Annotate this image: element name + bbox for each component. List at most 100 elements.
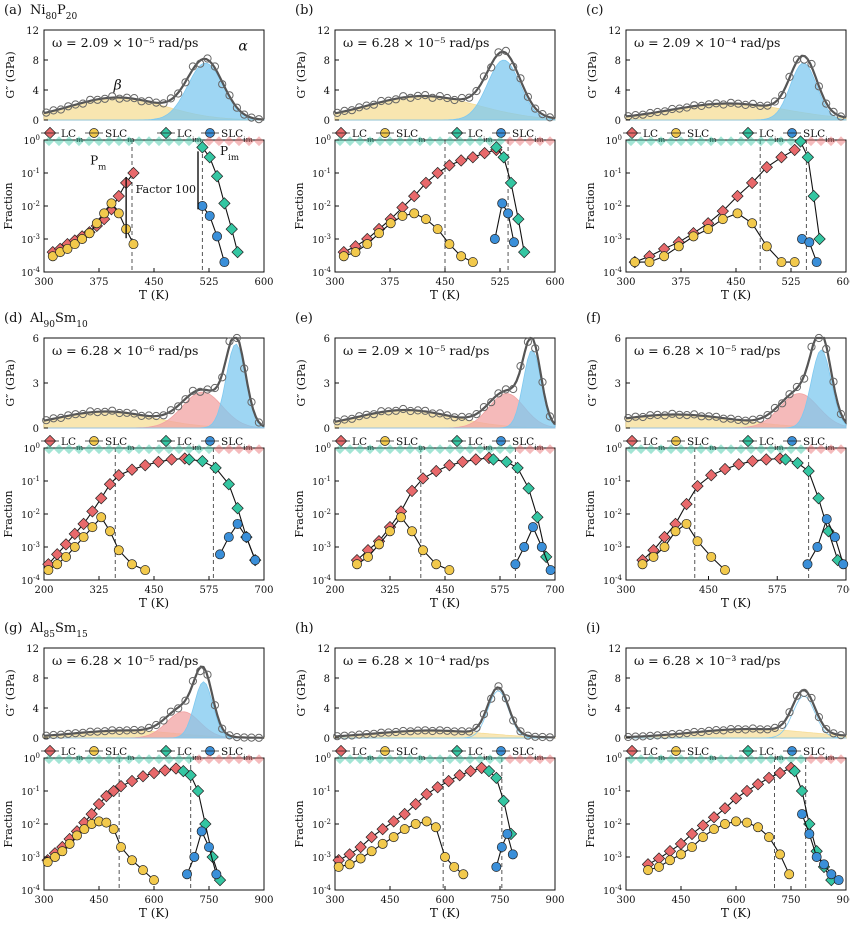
annotation-pm: Pm — [90, 154, 106, 173]
marker-LC_m — [125, 463, 139, 476]
marker-SLC_im — [250, 555, 261, 566]
marker-LC_im — [183, 453, 196, 466]
gpp-data-point — [778, 90, 787, 100]
marker-LC_m — [740, 784, 754, 798]
marker-LC_m — [663, 845, 677, 858]
gpp-data-point — [487, 398, 496, 407]
xtick-label: 450 — [144, 585, 163, 596]
background-diamond — [385, 136, 395, 147]
top-ytick-label: 3 — [615, 379, 621, 390]
gpp-data-point — [100, 94, 110, 103]
gpp-data-point — [232, 103, 241, 112]
background-diamond — [154, 136, 164, 147]
marker-LC_m — [152, 455, 165, 469]
omega-label: ω = 2.09 × 10⁻⁵ rad/ps — [52, 35, 198, 50]
background-diamond — [194, 444, 204, 455]
background-diamond — [345, 754, 355, 765]
background-diamond — [756, 754, 766, 765]
background-diamond — [204, 136, 214, 147]
background-diamond — [696, 136, 706, 147]
background-diamond — [355, 754, 365, 765]
bottom-ytick-label: 10-3 — [312, 233, 331, 246]
legend-entry: SLCim — [803, 128, 835, 144]
marker-LC_m — [773, 766, 787, 780]
panel-letter: (c) — [586, 3, 603, 18]
gpp-data-point — [822, 99, 831, 108]
top-ytick-label: 4 — [33, 704, 39, 715]
background-diamond — [174, 444, 184, 455]
peak-fill — [626, 349, 847, 429]
top-ytick-label: 8 — [615, 56, 621, 67]
gpp-data-point — [247, 113, 256, 122]
legend-entry: LCim — [177, 436, 202, 452]
marker-SLC_m — [706, 551, 717, 562]
bottom-ylabel: Fraction — [584, 800, 597, 847]
marker-LC_m — [396, 201, 409, 214]
gpp-data-point — [509, 62, 518, 71]
marker-LC_im — [801, 151, 815, 164]
gpp-data-point — [108, 92, 117, 101]
panel-letter: (i) — [586, 621, 600, 636]
marker-LC_m — [416, 472, 430, 485]
gpp-data-point — [406, 93, 415, 102]
gpp-data-point — [697, 101, 706, 111]
background-diamond — [696, 754, 706, 765]
background-diamond — [254, 754, 264, 765]
legend-entry: SLCim — [512, 436, 544, 452]
marker-SLC_m — [84, 228, 95, 239]
gpp-data-point — [472, 86, 481, 96]
marker-SLC_m — [128, 239, 139, 250]
marker-SLC_im — [804, 237, 815, 248]
background-diamond — [826, 444, 836, 455]
marker-LC_m — [365, 830, 378, 844]
bottom-ytick-label: 100 — [314, 752, 331, 765]
marker-LC_im — [812, 492, 825, 505]
marker-SLC_m — [440, 852, 450, 862]
marker-LC_m — [453, 769, 466, 782]
bottom-ytick-label: 10-1 — [312, 475, 331, 488]
gpp-data-point — [225, 91, 234, 100]
marker-LC_m — [718, 802, 732, 815]
background-diamond — [114, 136, 124, 147]
marker-LC_m — [707, 811, 721, 824]
marker-SLC_m — [673, 241, 684, 252]
marker-SLC_m — [720, 565, 730, 576]
marker-LC_im — [497, 151, 510, 164]
background-diamond — [485, 136, 495, 147]
marker-SLC_m — [350, 247, 361, 258]
gpp-data-point — [472, 410, 481, 419]
gpp-data-point — [42, 416, 51, 425]
marker-LC_m — [125, 774, 139, 788]
bottom-ytick-label: 10-1 — [21, 167, 40, 180]
background-diamond — [495, 754, 505, 765]
background-diamond — [646, 444, 656, 455]
background-diamond — [244, 444, 254, 455]
background-diamond — [445, 444, 455, 455]
background-diamond — [54, 754, 64, 765]
xtick-label: 600 — [836, 277, 850, 288]
marker-SLC_m — [113, 208, 124, 219]
gpp-data-point — [792, 382, 802, 392]
gpp-data-point — [166, 406, 175, 415]
gpp-data-point — [531, 104, 540, 113]
gpp-data-point — [538, 110, 547, 119]
xtick-label: 700 — [545, 585, 564, 596]
panel-i: (i) 0 4 8 12 G″ (GPa) ω = 6.28 × 10⁻³ rad/ps LC… — [584, 621, 850, 920]
background-diamond — [84, 754, 94, 765]
gpp-data-point — [188, 62, 197, 71]
legend-entry: SLCim — [803, 746, 835, 762]
background-diamond — [405, 754, 415, 765]
x-axis-label: T (K) — [139, 288, 169, 302]
gpp-data-point — [836, 112, 846, 121]
background-diamond — [716, 754, 726, 765]
marker-SLC_im — [819, 859, 829, 870]
marker-SLC_m — [108, 824, 119, 835]
marker-SLC_m — [703, 224, 714, 235]
marker-SLC_m — [99, 208, 110, 219]
legend-entry: SLCm — [396, 436, 425, 452]
marker-SLC_m — [62, 243, 73, 254]
background-diamond — [626, 754, 636, 765]
background-diamond — [706, 136, 716, 147]
omega-label: ω = 6.28 × 10⁻³ rad/ps — [634, 653, 780, 668]
